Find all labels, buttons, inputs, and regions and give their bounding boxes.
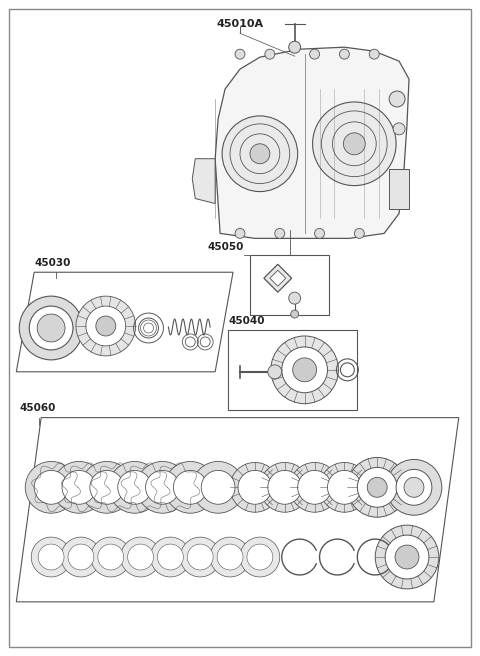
Circle shape (385, 535, 429, 579)
Circle shape (348, 457, 407, 517)
Circle shape (275, 228, 285, 238)
Polygon shape (264, 264, 292, 292)
Circle shape (310, 49, 320, 59)
Circle shape (90, 470, 124, 504)
Circle shape (367, 478, 387, 497)
Circle shape (268, 470, 301, 504)
Circle shape (19, 296, 83, 360)
Circle shape (250, 144, 270, 164)
Bar (250, 255, 329, 315)
Circle shape (68, 544, 94, 570)
Circle shape (210, 537, 250, 577)
Circle shape (76, 296, 136, 356)
Circle shape (86, 306, 126, 346)
Circle shape (91, 537, 131, 577)
Circle shape (404, 478, 424, 497)
Text: 45040: 45040 (228, 316, 264, 326)
Circle shape (282, 347, 327, 393)
Circle shape (81, 461, 132, 513)
Circle shape (137, 461, 188, 513)
Circle shape (98, 544, 124, 570)
Circle shape (395, 545, 419, 569)
Polygon shape (215, 47, 409, 238)
Circle shape (38, 544, 64, 570)
Circle shape (265, 49, 275, 59)
Circle shape (118, 470, 152, 504)
Polygon shape (192, 159, 215, 203)
Polygon shape (16, 418, 459, 602)
Circle shape (235, 49, 245, 59)
Circle shape (354, 228, 364, 238)
Circle shape (369, 49, 379, 59)
Circle shape (314, 228, 324, 238)
Circle shape (247, 544, 273, 570)
Circle shape (290, 462, 339, 512)
Circle shape (165, 461, 216, 513)
Circle shape (339, 49, 349, 59)
Circle shape (389, 91, 405, 107)
Circle shape (320, 462, 369, 512)
Circle shape (62, 470, 96, 504)
Circle shape (298, 470, 332, 504)
Circle shape (151, 537, 190, 577)
Circle shape (109, 461, 160, 513)
Circle shape (271, 336, 338, 403)
Circle shape (291, 310, 299, 318)
Circle shape (192, 461, 244, 513)
Circle shape (268, 365, 282, 379)
Circle shape (375, 525, 439, 589)
Circle shape (343, 133, 365, 155)
Circle shape (396, 470, 432, 505)
Circle shape (29, 306, 73, 350)
Circle shape (312, 102, 396, 186)
Circle shape (222, 116, 298, 192)
Circle shape (31, 537, 71, 577)
Circle shape (128, 544, 154, 570)
Circle shape (293, 358, 316, 382)
Circle shape (240, 537, 280, 577)
Circle shape (235, 228, 245, 238)
Circle shape (357, 468, 397, 507)
Text: 45050: 45050 (208, 242, 244, 253)
Circle shape (230, 462, 280, 512)
Bar (228, 330, 357, 409)
Circle shape (238, 470, 272, 504)
Circle shape (217, 544, 243, 570)
Circle shape (157, 544, 183, 570)
Circle shape (96, 316, 116, 336)
Circle shape (25, 461, 77, 513)
Polygon shape (270, 270, 286, 286)
Circle shape (180, 537, 220, 577)
Circle shape (53, 461, 105, 513)
Circle shape (393, 123, 405, 135)
Circle shape (201, 470, 235, 504)
Circle shape (145, 470, 180, 504)
Circle shape (288, 41, 300, 53)
Polygon shape (16, 272, 233, 372)
Circle shape (34, 470, 68, 504)
Circle shape (386, 459, 442, 515)
Circle shape (173, 470, 207, 504)
Text: 45060: 45060 (19, 403, 56, 413)
Circle shape (61, 537, 101, 577)
Text: 45010A: 45010A (216, 19, 264, 30)
Circle shape (260, 462, 310, 512)
Circle shape (288, 292, 300, 304)
Circle shape (187, 544, 213, 570)
Circle shape (120, 537, 160, 577)
Bar (389, 169, 409, 209)
Circle shape (327, 470, 361, 504)
Text: 45030: 45030 (34, 258, 71, 268)
Circle shape (37, 314, 65, 342)
